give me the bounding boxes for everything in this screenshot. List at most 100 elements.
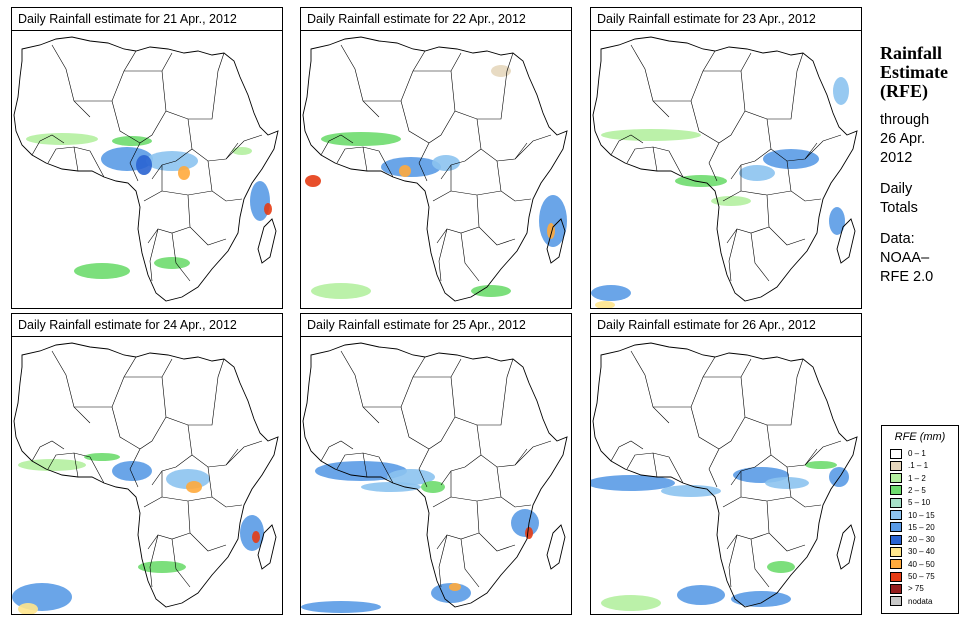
- country-border: [630, 44, 670, 118]
- legend-item: .1 – 1: [890, 460, 928, 471]
- rainfall-area: [136, 155, 152, 175]
- country-border: [111, 406, 141, 450]
- rainfall-area: [601, 595, 661, 611]
- country-border: [804, 440, 842, 466]
- legend-label: 10 – 15: [908, 510, 935, 520]
- legend-label: > 75: [908, 584, 924, 594]
- legend-swatch: [890, 497, 902, 508]
- country-border: [610, 134, 644, 156]
- country-border: [161, 52, 225, 120]
- country-border: [73, 452, 79, 478]
- rainfall-area: [112, 461, 152, 481]
- caption-source: RFE 2.0: [880, 269, 934, 285]
- africa-map: [301, 337, 571, 614]
- madagascar-outline: [546, 218, 566, 264]
- rainfall-area: [146, 151, 198, 171]
- rfe-legend: RFE (mm) 0 – 1 .1 – 1 1 – 2 2 – 5 5 – 10 10 –…: [881, 425, 959, 614]
- country-border: [320, 134, 354, 156]
- country-border: [438, 228, 448, 282]
- country-border: [362, 146, 368, 172]
- coastline: [13, 36, 279, 302]
- country-border: [149, 534, 159, 588]
- rainfall-area: [491, 65, 511, 77]
- legend-label: 0 – 1: [908, 449, 926, 458]
- country-border: [151, 454, 193, 486]
- caption-totals: Totals: [880, 200, 918, 216]
- country-border: [340, 350, 380, 424]
- legend-label: 40 – 50: [908, 559, 935, 569]
- country-border: [225, 440, 263, 466]
- rainfall-area: [112, 136, 152, 146]
- country-border: [728, 534, 738, 588]
- legend-item: > 75: [890, 583, 924, 594]
- country-border: [460, 538, 480, 588]
- legend-label: 2 – 5: [908, 485, 926, 495]
- country-border: [703, 358, 752, 378]
- rainfall-area: [829, 467, 849, 487]
- legend-item: 2 – 5: [890, 485, 926, 496]
- legend-swatch: [890, 571, 902, 582]
- caption-title: Rainfall: [880, 43, 943, 63]
- legend-item: nodata: [890, 596, 932, 607]
- legend-item: 30 – 40: [890, 546, 935, 557]
- rainfall-area: [829, 207, 845, 235]
- rainfall-area: [511, 509, 539, 537]
- caption-year: 2012: [880, 150, 913, 166]
- legend-swatch: [890, 546, 902, 557]
- coastline: [592, 342, 858, 608]
- country-border: [147, 532, 191, 550]
- legend-item: 15 – 20: [890, 522, 935, 533]
- country-border: [450, 52, 514, 120]
- country-border: [413, 52, 462, 72]
- country-border: [418, 416, 456, 488]
- country-border: [450, 190, 502, 196]
- country-border: [804, 134, 842, 160]
- rainfall-area: [311, 283, 371, 299]
- caption-daily: Daily: [880, 181, 913, 197]
- rainfall-area: [711, 196, 751, 206]
- country-border: [653, 50, 716, 102]
- country-border: [740, 358, 804, 426]
- country-border: [450, 358, 514, 426]
- country-border: [161, 358, 225, 426]
- country-border: [460, 232, 480, 282]
- country-border: [161, 496, 213, 502]
- rainfall-area: [18, 603, 38, 614]
- madagascar-outline: [257, 218, 277, 264]
- caption-source: NOAA–: [880, 250, 930, 266]
- country-border: [726, 532, 770, 550]
- legend-item: 0 – 1: [890, 448, 926, 459]
- rainfall-area: [595, 301, 615, 308]
- map-title: Daily Rainfall estimate for 21 Apr., 201…: [12, 8, 282, 31]
- rainfall-area: [449, 583, 461, 591]
- rainfall-area: [18, 459, 86, 471]
- country-border: [496, 466, 532, 508]
- country-border: [124, 358, 173, 378]
- map-title: Daily Rainfall estimate for 26 Apr., 201…: [591, 314, 861, 337]
- legend-swatch: [890, 522, 902, 533]
- legend-swatch: [890, 510, 902, 520]
- legend-label: 5 – 10: [908, 498, 931, 508]
- rainfall-area: [264, 203, 272, 215]
- country-border: [436, 226, 480, 244]
- rainfall-area: [74, 263, 130, 279]
- country-border: [129, 416, 167, 488]
- legend-swatch: [890, 473, 902, 484]
- legend-item: 50 – 75: [890, 571, 935, 582]
- rainfall-area: [232, 147, 252, 155]
- madagascar-outline: [836, 524, 856, 570]
- country-border: [728, 228, 738, 282]
- country-border: [31, 440, 65, 462]
- rainfall-area: [178, 166, 190, 180]
- country-border: [187, 194, 227, 246]
- rainfall-area: [731, 591, 791, 607]
- country-border: [74, 356, 137, 408]
- rainfall-area: [591, 475, 675, 491]
- country-border: [652, 146, 658, 172]
- madagascar-outline: [257, 524, 277, 570]
- rainfall-area: [399, 165, 411, 177]
- country-border: [514, 134, 552, 160]
- rainfall-area: [763, 149, 819, 169]
- country-border: [750, 538, 770, 588]
- legend-item: 40 – 50: [890, 559, 935, 570]
